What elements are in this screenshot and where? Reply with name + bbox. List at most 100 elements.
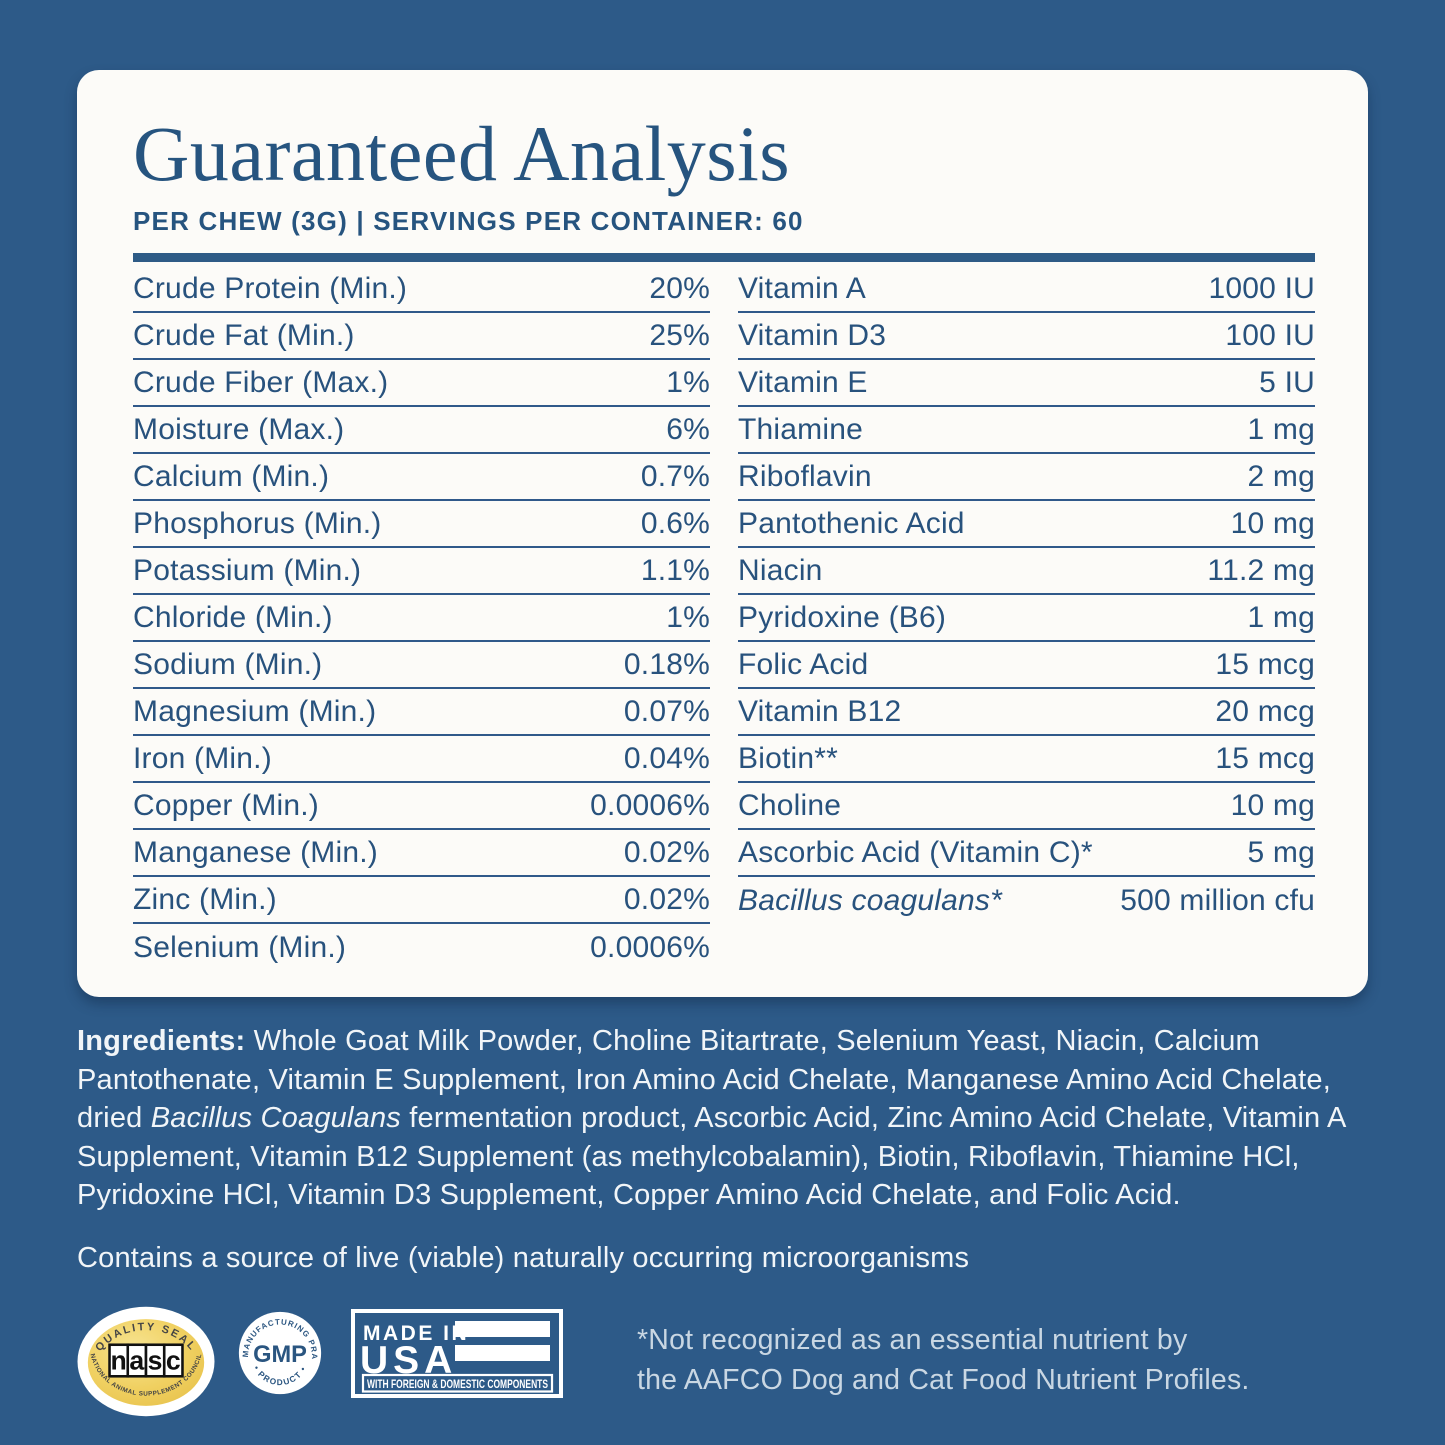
nasc-letter-boxes: n a s c — [108, 1342, 184, 1378]
nutrient-name: Folic Acid — [738, 647, 869, 681]
nutrient-value: 1 mg — [1247, 600, 1315, 634]
ingredients-segment: Ingredients: — [77, 1025, 246, 1057]
aafco-footnote: *Not recognized as an essential nutrient… — [637, 1320, 1250, 1400]
table-row: Biotin** 15 mcg — [738, 736, 1315, 784]
table-row: Riboflavin 2 mg — [738, 454, 1315, 502]
ingredients-segment: Bacillus Coagulans — [150, 1102, 401, 1134]
nutrient-name: Pantothenic Acid — [738, 506, 965, 540]
table-row: Pyridoxine (B6) 1 mg — [738, 595, 1315, 643]
nutrient-value: 1% — [666, 600, 710, 634]
guaranteed-analysis-card: Guaranteed Analysis PER CHEW (3G) | SERV… — [77, 70, 1368, 997]
nutrient-value: 15 mcg — [1215, 647, 1315, 681]
nutrient-name: Vitamin B12 — [738, 694, 902, 728]
nutrient-name: Vitamin E — [738, 365, 868, 399]
nutrient-name: Moisture (Max.) — [133, 412, 345, 446]
table-row: Magnesium (Min.) 0.07% — [133, 689, 710, 737]
nutrient-name: Calcium (Min.) — [133, 459, 330, 493]
table-row: Vitamin A 1000 IU — [738, 266, 1315, 314]
nutrient-value: 15 mcg — [1215, 741, 1315, 775]
table-row: Manganese (Min.) 0.02% — [133, 830, 710, 878]
nutrient-name: Iron (Min.) — [133, 741, 272, 775]
nutrient-name: Selenium (Min.) — [133, 930, 347, 964]
table-row: Iron (Min.) 0.04% — [133, 736, 710, 784]
analysis-left-column: Crude Protein (Min.) 20% Crude Fat (Min.) 2… — [133, 266, 710, 971]
usa-flag-stripes — [455, 1320, 550, 1361]
nutrient-name: Copper (Min.) — [133, 788, 319, 822]
table-row: Bacillus coagulans* 500 million cfu — [738, 877, 1315, 924]
table-row: Vitamin B12 20 mcg — [738, 689, 1315, 737]
nutrient-value: 0.07% — [623, 694, 710, 728]
badges-row: QUALITY SEAL n a s c NATIONAL ANIMAL SUP… — [77, 1306, 1371, 1417]
table-row: Copper (Min.) 0.0006% — [133, 783, 710, 831]
nutrient-name: Crude Fat (Min.) — [133, 318, 355, 352]
page-title: Guaranteed Analysis — [133, 110, 791, 197]
nutrient-value: 1.1% — [640, 553, 710, 587]
table-row: Pantothenic Acid 10 mg — [738, 501, 1315, 549]
nutrient-value: 0.0006% — [590, 788, 710, 822]
nutrient-value: 0.6% — [640, 506, 710, 540]
nutrient-value: 6% — [666, 412, 710, 446]
nasc-letter: a — [129, 1345, 144, 1375]
table-row: Vitamin D3 100 IU — [738, 313, 1315, 361]
nutrient-value: 1% — [666, 365, 710, 399]
table-row: Sodium (Min.) 0.18% — [133, 642, 710, 690]
table-row: Ascorbic Acid (Vitamin C)* 5 mg — [738, 830, 1315, 878]
nutrient-value: 5 mg — [1247, 835, 1315, 869]
table-row: Calcium (Min.) 0.7% — [133, 454, 710, 502]
gmp-center-text: GMP — [253, 1341, 307, 1367]
nutrient-value: 100 IU — [1225, 318, 1315, 352]
usa-made-in-text: MADE IN — [363, 1322, 469, 1345]
serving-info: PER CHEW (3G) | SERVINGS PER CONTAINER: … — [133, 206, 804, 237]
nasc-letter: s — [148, 1345, 163, 1375]
nutrient-value: 2 mg — [1247, 459, 1315, 493]
nutrient-name: Thiamine — [738, 412, 863, 446]
table-row: Potassium (Min.) 1.1% — [133, 548, 710, 596]
nutrient-value: 0.02% — [623, 882, 710, 916]
table-row: Zinc (Min.) 0.02% — [133, 877, 710, 925]
nutrient-name: Biotin** — [738, 741, 838, 775]
nutrient-value: 500 million cfu — [1120, 883, 1315, 917]
analysis-table: Crude Protein (Min.) 20% Crude Fat (Min.) 2… — [133, 266, 1315, 971]
nasc-quality-seal-icon: QUALITY SEAL n a s c NATIONAL ANIMAL SUP… — [77, 1306, 215, 1416]
table-row: Crude Protein (Min.) 20% — [133, 266, 710, 314]
nasc-letter: c — [166, 1345, 181, 1375]
nutrient-value: 1 mg — [1247, 412, 1315, 446]
nutrient-name: Riboflavin — [738, 459, 872, 493]
nutrient-name: Pyridoxine (B6) — [738, 600, 947, 634]
nutrient-value: 11.2 mg — [1207, 553, 1315, 587]
nutrient-name: Manganese (Min.) — [133, 835, 378, 869]
gmp-seal-icon: GOOD MANUFACTURING PRACTICE • PRODUCT • … — [238, 1311, 322, 1394]
nutrient-value: 5 IU — [1259, 365, 1315, 399]
divider-rule — [133, 253, 1315, 263]
nutrient-name: Chloride (Min.) — [133, 600, 333, 634]
table-row: Thiamine 1 mg — [738, 407, 1315, 455]
nutrient-value: 0.0006% — [590, 930, 710, 964]
usa-strip-text: WITH FOREIGN & DOMESTIC COMPONENTS — [367, 1379, 548, 1391]
table-row: Selenium (Min.) 0.0006% — [133, 924, 710, 971]
table-row: Phosphorus (Min.) 0.6% — [133, 501, 710, 549]
nutrient-value: 1000 IU — [1208, 271, 1315, 305]
analysis-right-column: Vitamin A 1000 IU Vitamin D3 100 IU Vitamin … — [738, 266, 1315, 971]
table-row: Vitamin E 5 IU — [738, 360, 1315, 408]
footnote-line-1: *Not recognized as an essential nutrient… — [637, 1323, 1188, 1356]
nutrient-name: Phosphorus (Min.) — [133, 506, 382, 540]
nutrient-name: Vitamin D3 — [738, 318, 887, 352]
nutrient-name: Crude Protein (Min.) — [133, 271, 408, 305]
ingredients-paragraph: Ingredients: Whole Goat Milk Powder, Cho… — [77, 1022, 1371, 1215]
table-row: Moisture (Max.) 6% — [133, 407, 710, 455]
ingredients-segment: fermentation product, Ascorbic Acid, Zin… — [77, 1102, 1345, 1211]
table-row: Niacin 11.2 mg — [738, 548, 1315, 596]
nutrient-value: 0.04% — [623, 741, 710, 775]
ingredients-segment: Whole Goat Milk Powder, Choline Bitartra… — [77, 1025, 1331, 1134]
nasc-letter: n — [110, 1345, 126, 1375]
nutrient-value: 10 mg — [1230, 506, 1315, 540]
footnote-line-2: the AAFCO Dog and Cat Food Nutrient Prof… — [637, 1363, 1250, 1396]
nutrient-value: 20 mcg — [1215, 694, 1315, 728]
nutrient-value: 0.02% — [623, 835, 710, 869]
nutrient-name: Niacin — [738, 553, 823, 587]
contains-note: Contains a source of live (viable) natur… — [77, 1241, 970, 1274]
nutrient-name: Sodium (Min.) — [133, 647, 323, 681]
made-in-usa-badge-icon: MADE IN USA WITH FOREIGN & DOMESTIC COMP… — [351, 1308, 563, 1398]
nutrient-name: Zinc (Min.) — [133, 882, 277, 916]
nutrient-value: 0.18% — [623, 647, 710, 681]
